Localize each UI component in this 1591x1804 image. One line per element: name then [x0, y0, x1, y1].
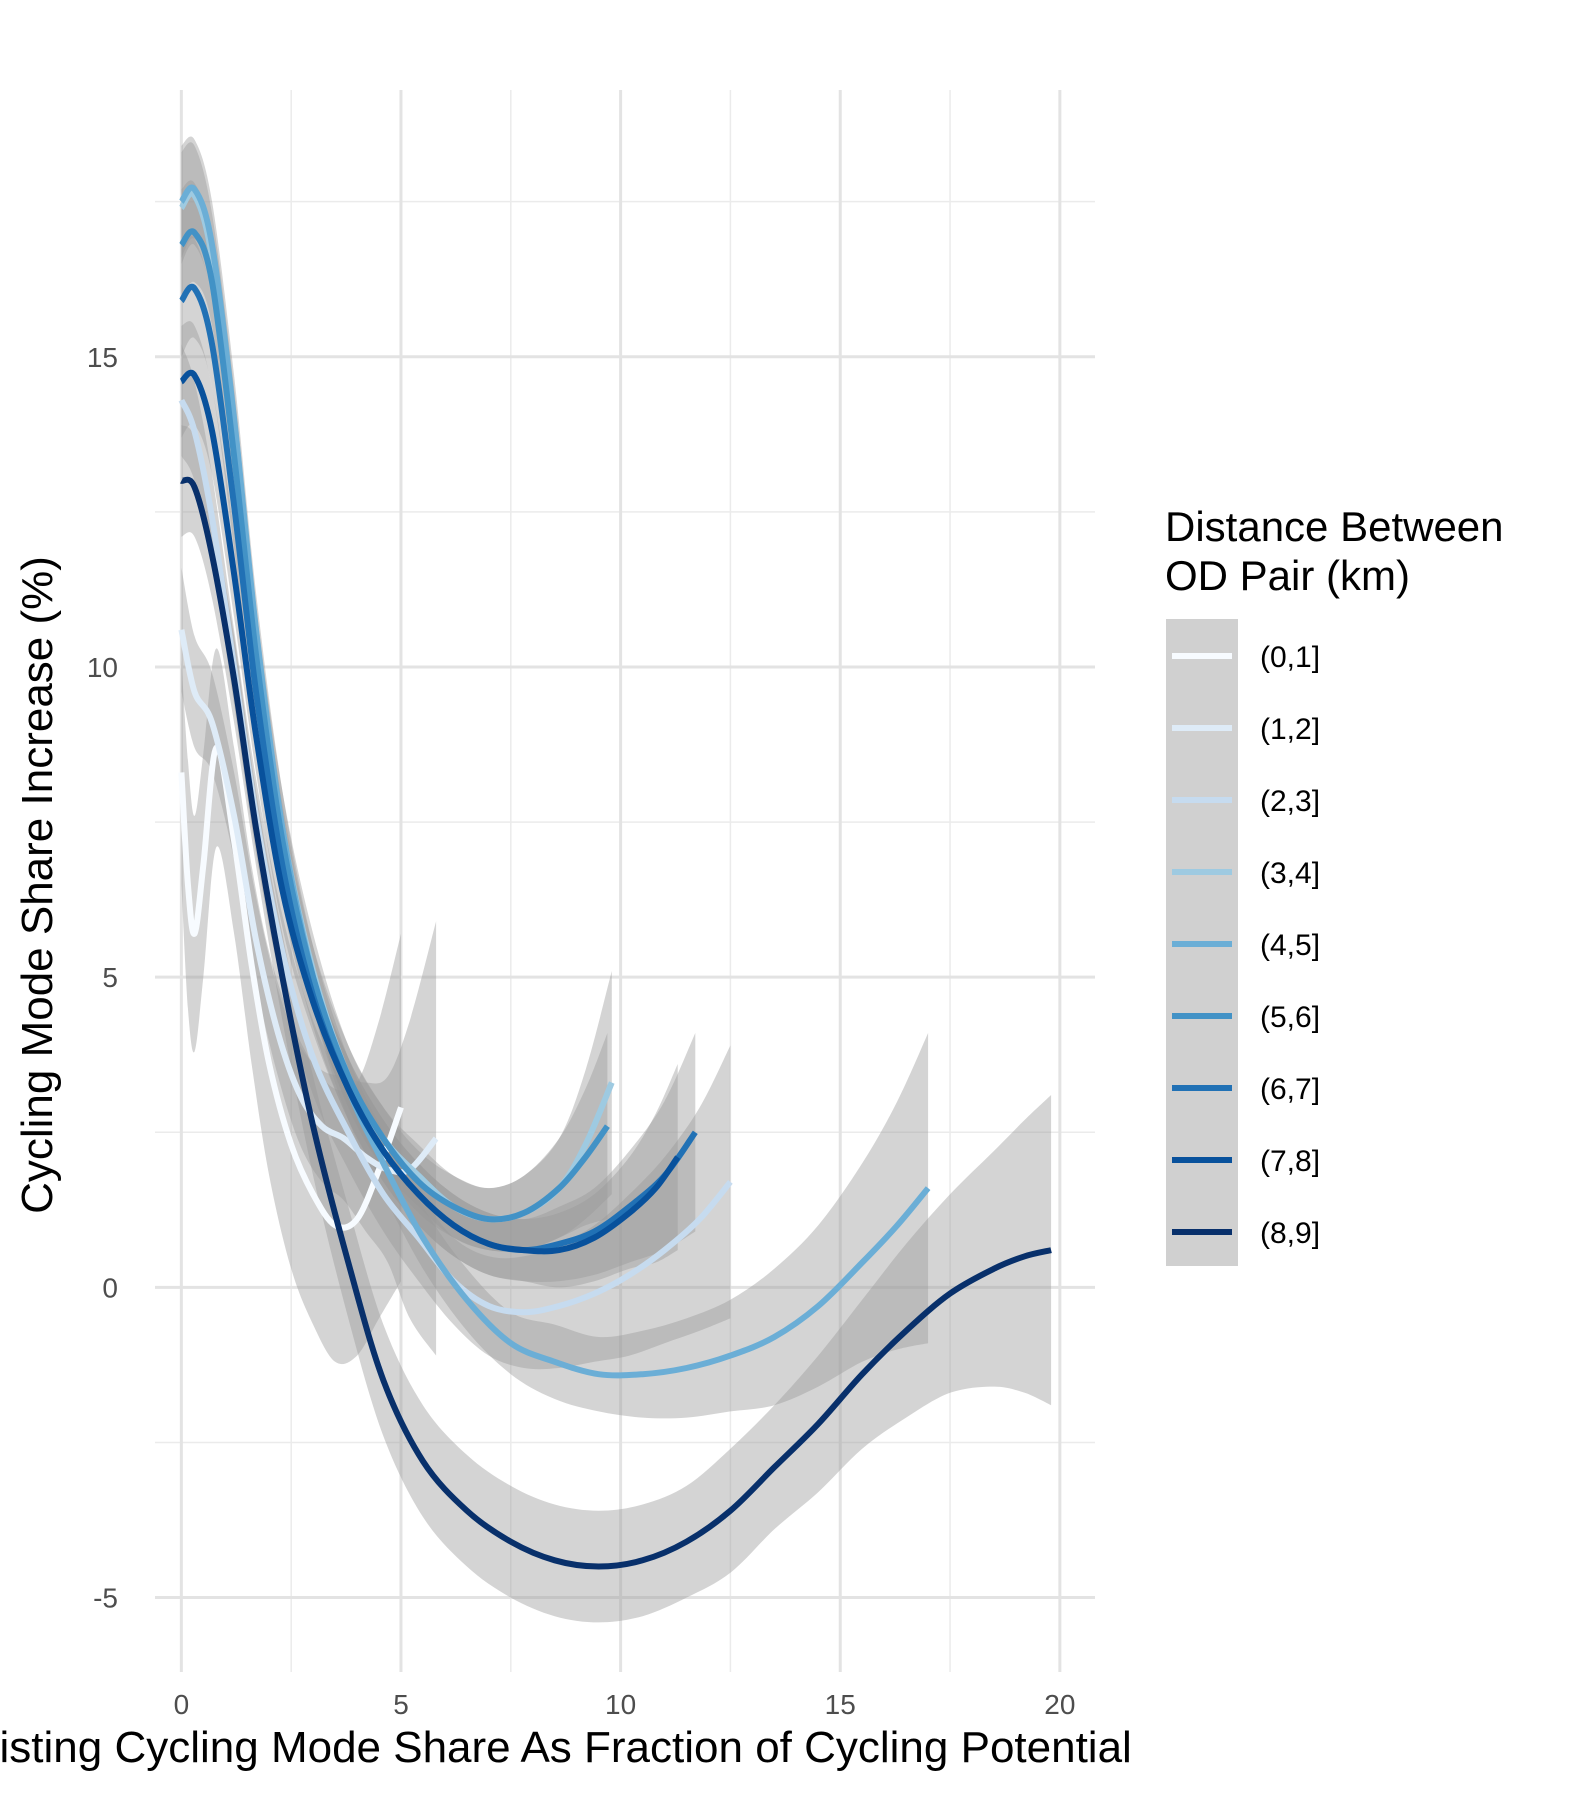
legend-key-label: (3,4]: [1260, 857, 1320, 890]
legend-key-label: (4,5]: [1260, 929, 1320, 962]
x-tick-label: 5: [393, 1689, 409, 1720]
y-axis-title: Cycling Mode Share Increase (%): [13, 556, 62, 1214]
confidence-band-7: [181, 235, 696, 1282]
legend-key-label: (7,8]: [1260, 1145, 1320, 1178]
confidence-bands: [181, 136, 1052, 1623]
confidence-band-3: [181, 344, 731, 1370]
legend-key-label: (0,1]: [1260, 641, 1320, 674]
legend: Distance Between OD Pair (km) (0,1] (1,2]…: [1165, 503, 1504, 1266]
x-tick-labels: 0 5 10 15 20: [174, 1689, 1076, 1720]
y-tick-label: 15: [87, 342, 118, 373]
confidence-band-8: [181, 321, 678, 1288]
x-tick-label: 0: [174, 1689, 190, 1720]
y-tick-label: 0: [102, 1272, 118, 1303]
confidence-band-4: [181, 142, 612, 1252]
series-line-5: [178, 184, 931, 1379]
series-line-9: [180, 476, 1052, 1570]
legend-key-label: (8,9]: [1260, 1217, 1320, 1250]
y-tick-label: -5: [93, 1583, 118, 1614]
series-line-1: [178, 744, 404, 1231]
confidence-band-5: [181, 136, 929, 1419]
x-tick-label: 15: [825, 1689, 856, 1720]
legend-key-label: (5,6]: [1260, 1001, 1320, 1034]
x-tick-label: 20: [1044, 1689, 1075, 1720]
legend-title-line-1: Distance Between: [1165, 503, 1504, 550]
x-axis-title: Existing Cycling Mode Share As Fraction …: [0, 1723, 1132, 1772]
x-tick-label: 10: [605, 1689, 636, 1720]
legend-key-label: (1,2]: [1260, 713, 1320, 746]
legend-key-label: (6,7]: [1260, 1073, 1320, 1106]
legend-items: (0,1] (1,2] (2,3] (3,4] (4,5] (5,6] (6,7] (7,8]…: [1172, 641, 1320, 1250]
y-tick-label: 10: [87, 652, 118, 683]
y-tick-label: 5: [102, 962, 118, 993]
series-line-6: [178, 228, 610, 1223]
series-line-8: [179, 369, 681, 1255]
legend-key-label: (2,3]: [1260, 785, 1320, 818]
y-tick-labels: -5 0 5 10 15: [87, 342, 118, 1614]
series-lines: [178, 184, 1052, 1570]
legend-title-line-2: OD Pair (km): [1165, 552, 1410, 599]
